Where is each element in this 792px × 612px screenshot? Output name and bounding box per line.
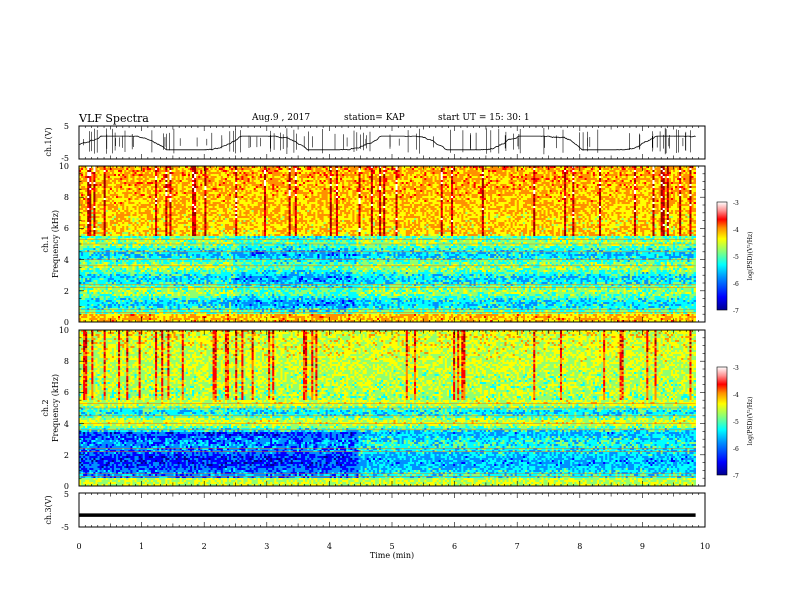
ch1-waveform-panel: 5 -5 ch.1(V) (44, 122, 705, 163)
ch1-ytick-top: 5 (64, 122, 69, 131)
ch1-spectrogram-image (79, 166, 705, 322)
ch1-waveform-ylabel: ch.1(V) (44, 127, 53, 156)
ch1-spectrogram-panel: 0 2 4 6 8 10 ch.1 Frequency (kHz) (41, 162, 705, 327)
vlf-figure: 5 -5 ch.1(V) 0 2 4 6 8 10 ch.1 Frequency… (0, 0, 792, 612)
